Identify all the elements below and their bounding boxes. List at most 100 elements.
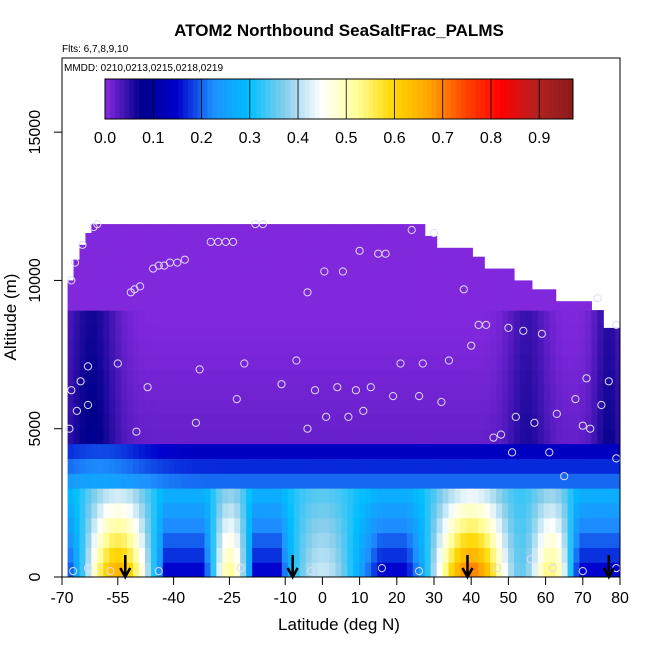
heatmap-cell bbox=[329, 473, 337, 489]
heatmap-cell bbox=[412, 502, 420, 519]
heatmap-cell bbox=[371, 399, 378, 415]
heatmap-cell bbox=[186, 413, 194, 430]
colorbar-segment bbox=[382, 79, 389, 119]
heatmap-cell bbox=[168, 413, 176, 430]
heatmap-cell bbox=[460, 517, 467, 534]
heatmap-cell bbox=[192, 473, 200, 489]
heatmap-cell bbox=[97, 384, 104, 400]
heatmap-cell bbox=[454, 324, 462, 341]
heatmap-cell bbox=[543, 369, 551, 385]
profile-point bbox=[83, 400, 93, 410]
heatmap-cell bbox=[186, 399, 194, 415]
heatmap-cell bbox=[144, 265, 152, 282]
heatmap-cell bbox=[329, 428, 337, 445]
heatmap-cell bbox=[97, 502, 104, 519]
heatmap-cell bbox=[490, 547, 497, 563]
heatmap-cell bbox=[186, 532, 194, 548]
heatmap-cell bbox=[192, 458, 200, 474]
heatmap-cell bbox=[502, 458, 509, 474]
heatmap-cell bbox=[383, 428, 390, 445]
heatmap-cell bbox=[496, 339, 503, 356]
heatmap-cell bbox=[186, 339, 194, 356]
heatmap-cell bbox=[246, 339, 253, 356]
colorbar-segment bbox=[192, 79, 199, 119]
heatmap-cell bbox=[180, 384, 188, 400]
heatmap-cell bbox=[103, 547, 110, 563]
heatmap-cell bbox=[115, 384, 122, 400]
heatmap-cell bbox=[567, 502, 575, 519]
heatmap-cell bbox=[400, 502, 408, 519]
heatmap-cell bbox=[508, 280, 515, 296]
heatmap-cell bbox=[609, 502, 616, 519]
heatmap-cell bbox=[85, 399, 92, 415]
heatmap-cell bbox=[508, 354, 515, 370]
heatmap-cell bbox=[412, 369, 420, 385]
heatmap-cell bbox=[442, 428, 450, 445]
heatmap-cell bbox=[174, 458, 182, 474]
heatmap-cell bbox=[216, 458, 223, 474]
heatmap-cell bbox=[103, 502, 110, 519]
profile-point bbox=[69, 567, 78, 576]
heatmap-cell bbox=[299, 547, 307, 563]
profile-point bbox=[519, 326, 528, 335]
heatmap-cell bbox=[150, 473, 158, 489]
heatmap-cell bbox=[139, 354, 146, 370]
heatmap-cell bbox=[585, 547, 592, 563]
heatmap-cell bbox=[335, 413, 342, 430]
heatmap-cell bbox=[222, 547, 229, 563]
heatmap-cell bbox=[91, 399, 98, 415]
heatmap-cell bbox=[400, 547, 408, 563]
heatmap-cell bbox=[424, 354, 432, 370]
heatmap-cell bbox=[418, 339, 426, 356]
heatmap-cell bbox=[73, 488, 81, 504]
heatmap-cell bbox=[156, 473, 164, 489]
heatmap-cell bbox=[406, 265, 414, 282]
heatmap-cell bbox=[246, 224, 253, 237]
heatmap-cell bbox=[502, 473, 509, 489]
heatmap-cell bbox=[377, 310, 384, 326]
heatmap-cell bbox=[347, 265, 354, 282]
heatmap-cell bbox=[323, 339, 331, 356]
heatmap-cell bbox=[234, 517, 241, 534]
heatmap-cell bbox=[228, 310, 235, 326]
heatmap-cell bbox=[174, 562, 182, 577]
heatmap-cell bbox=[603, 517, 610, 534]
heatmap-cell bbox=[561, 547, 569, 563]
colorbar-segment bbox=[451, 79, 457, 119]
heatmap-cell bbox=[341, 369, 348, 385]
heatmap-cell bbox=[502, 354, 509, 370]
heatmap-cell bbox=[210, 458, 217, 474]
heatmap-cell bbox=[329, 502, 337, 519]
heatmap-cell bbox=[436, 324, 444, 341]
heatmap-cell bbox=[139, 295, 146, 311]
heatmap-cell bbox=[406, 224, 414, 237]
heatmap-cell bbox=[418, 502, 426, 519]
profile-point bbox=[303, 288, 312, 297]
heatmap-cell bbox=[222, 324, 229, 341]
heatmap-cell bbox=[222, 488, 229, 504]
heatmap-cell bbox=[430, 250, 438, 267]
heatmap-cell bbox=[394, 235, 402, 252]
heatmap-cell bbox=[591, 443, 598, 459]
heatmap-cell bbox=[442, 562, 450, 577]
heatmap-cell bbox=[97, 235, 104, 252]
heatmap-cell bbox=[240, 502, 247, 519]
heatmap-cell bbox=[436, 250, 444, 267]
heatmap-cell bbox=[228, 547, 235, 563]
heatmap-cell bbox=[115, 224, 122, 237]
colorbar-segment bbox=[334, 79, 340, 119]
heatmap-cell bbox=[168, 224, 176, 237]
heatmap-cell bbox=[597, 310, 604, 326]
heatmap-cell bbox=[133, 324, 140, 341]
heatmap-cell bbox=[353, 428, 360, 445]
heatmap-cell bbox=[341, 547, 348, 563]
heatmap-cell bbox=[436, 354, 444, 370]
heatmap-cell bbox=[281, 369, 289, 385]
heatmap-cell bbox=[210, 224, 217, 237]
heatmap-cell bbox=[561, 301, 569, 311]
profile-point bbox=[307, 567, 316, 576]
heatmap-cell bbox=[430, 324, 438, 341]
heatmap-cell bbox=[144, 224, 152, 237]
heatmap-cell bbox=[139, 369, 146, 385]
heatmap-cell bbox=[478, 488, 485, 504]
